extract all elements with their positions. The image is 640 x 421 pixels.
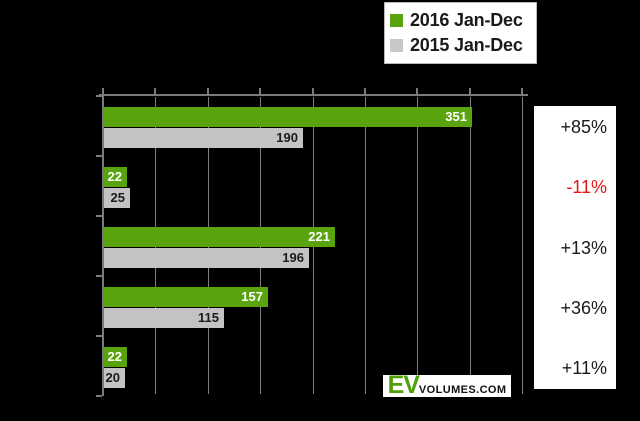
bar-value-label: 351 [104,107,472,127]
x-axis-tick [468,88,471,94]
logo-volumes-text: VOLUMES.COM [418,384,507,396]
legend: 2016 Jan-Dec 2015 Jan-Dec [384,2,537,64]
bar-value-label: 22 [104,347,127,367]
bar-value-label: 196 [104,248,309,268]
legend-item-2016: 2016 Jan-Dec [390,10,528,31]
change-panel: +85% -11% +13% +36% +11% [534,106,616,389]
x-axis-tick [363,88,366,94]
change-label-row3: +13% [560,237,607,258]
y-axis-tick [96,335,102,337]
bar-value-label: 115 [104,308,224,328]
gridline [470,97,471,394]
legend-label-2016: 2016 Jan-Dec [410,9,523,30]
gridline [365,97,366,394]
x-axis-tick [102,88,104,94]
bar-value-label: 20 [104,368,125,388]
y-axis-tick [96,395,102,397]
x-axis-tick [521,88,523,94]
legend-swatch-2015-icon [390,39,403,53]
x-axis-line [99,94,528,96]
bar-value-label: 157 [104,287,268,307]
bar-value-label: 190 [104,128,303,148]
y-axis-line [102,94,104,396]
legend-item-2015: 2015 Jan-Dec [390,35,528,56]
y-axis-tick [96,95,102,97]
x-axis-tick [259,88,262,94]
logo-ev-text: EV [387,371,420,399]
x-axis-tick [416,88,419,94]
legend-swatch-2016-icon [390,13,403,27]
y-axis-tick [96,275,102,277]
bar-value-label: 22 [104,167,127,187]
change-label-row5: +11% [561,358,607,379]
x-axis-tick [206,88,209,94]
gridline [417,97,418,394]
y-axis-tick [96,215,102,217]
x-axis-tick [311,88,314,94]
change-label-row2: -11% [566,177,607,198]
ev-volumes-logo: EV VOLUMES.COM [383,371,511,399]
bar-value-label: 25 [104,188,130,208]
x-axis-tick [154,88,157,94]
y-axis-tick [96,155,102,157]
change-label-row4: +36% [560,297,607,318]
legend-label-2015: 2015 Jan-Dec [410,35,523,56]
gridline [522,97,523,394]
bar-value-label: 221 [104,227,335,247]
change-label-row1: +85% [560,117,607,137]
